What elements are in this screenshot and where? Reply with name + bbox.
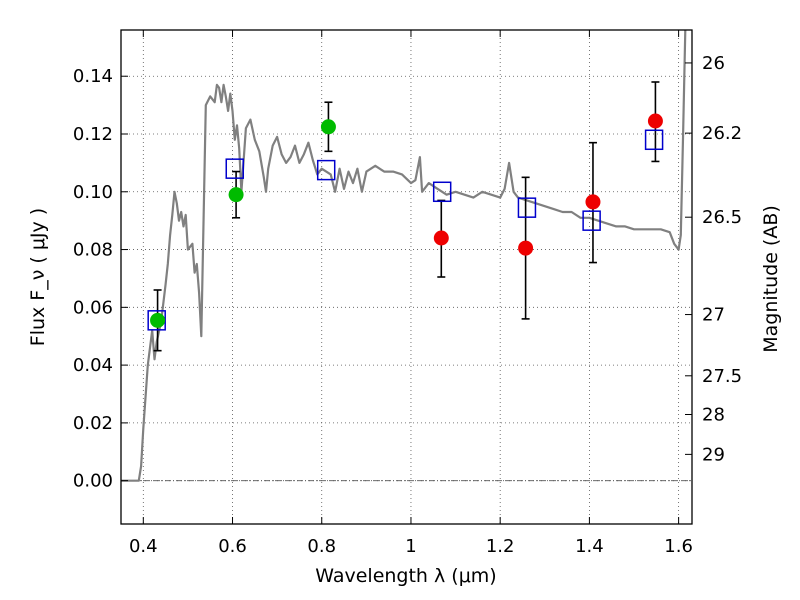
x-tick-label: 0.6 bbox=[218, 536, 247, 557]
observed-photometry-markers bbox=[150, 113, 663, 328]
red-data-point bbox=[647, 113, 663, 129]
green-data-point bbox=[228, 187, 244, 203]
x-tick-label: 0.8 bbox=[307, 536, 336, 557]
y-tick-label: 0.14 bbox=[73, 66, 113, 87]
y2-tick-label: 26.2 bbox=[702, 123, 742, 144]
x-axis-ticks: 0.4 0.6 0.8 1 1.2 1.4 1.6 bbox=[129, 30, 693, 557]
plot-frame bbox=[120, 29, 693, 525]
y2-tick-label: 26 bbox=[702, 53, 725, 74]
y2-tick-label: 27 bbox=[702, 305, 725, 326]
model-spectrum-line bbox=[121, 29, 687, 482]
model-photometry-square bbox=[517, 197, 537, 218]
model-photometry-square bbox=[316, 159, 336, 181]
x-tick-label: 0.4 bbox=[129, 536, 158, 557]
x-tick-label: 1.4 bbox=[575, 536, 604, 557]
y-tick-label: 0.10 bbox=[73, 182, 113, 203]
y-tick-label: 0.12 bbox=[73, 124, 113, 145]
red-data-point bbox=[433, 230, 449, 246]
y-tick-label: 0.04 bbox=[73, 355, 113, 376]
x-tick-label: 1.6 bbox=[664, 536, 693, 557]
x-axis-title: Wavelength λ (μm) bbox=[315, 565, 496, 587]
y2-tick-label: 29 bbox=[702, 444, 725, 465]
y-tick-label: 0.08 bbox=[73, 240, 113, 261]
green-data-point bbox=[150, 312, 166, 328]
model-photometry-square bbox=[225, 158, 245, 179]
model-photometry-markers bbox=[147, 129, 664, 331]
red-data-point bbox=[585, 194, 601, 210]
y2-axis-ticks: 26 26.2 26.5 27 27.5 28 29 bbox=[685, 53, 742, 465]
y-axis-ticks: 0.00 0.02 0.04 0.06 0.08 0.10 0.12 0.14 bbox=[73, 66, 128, 492]
y-axis-title: Flux F_ν ( μJy ) bbox=[27, 208, 49, 346]
model-photometry-square bbox=[147, 310, 166, 331]
y2-tick-label: 28 bbox=[702, 405, 725, 426]
y-tick-label: 0.02 bbox=[73, 413, 113, 434]
y2-axis-title: Magnitude (AB) bbox=[760, 205, 782, 353]
y-tick-label: 0.00 bbox=[73, 471, 113, 492]
plot-background bbox=[121, 30, 692, 524]
x-tick-label: 1 bbox=[405, 536, 416, 557]
y-tick-label: 0.06 bbox=[73, 297, 113, 318]
y2-tick-label: 26.5 bbox=[702, 207, 742, 228]
model-photometry-square bbox=[644, 129, 664, 151]
model-photometry-square bbox=[432, 181, 452, 203]
y2-tick-label: 27.5 bbox=[702, 366, 742, 387]
green-data-point bbox=[320, 119, 336, 135]
red-data-point bbox=[518, 240, 534, 256]
model-photometry-square bbox=[582, 210, 601, 231]
x-tick-label: 1.2 bbox=[486, 536, 515, 557]
